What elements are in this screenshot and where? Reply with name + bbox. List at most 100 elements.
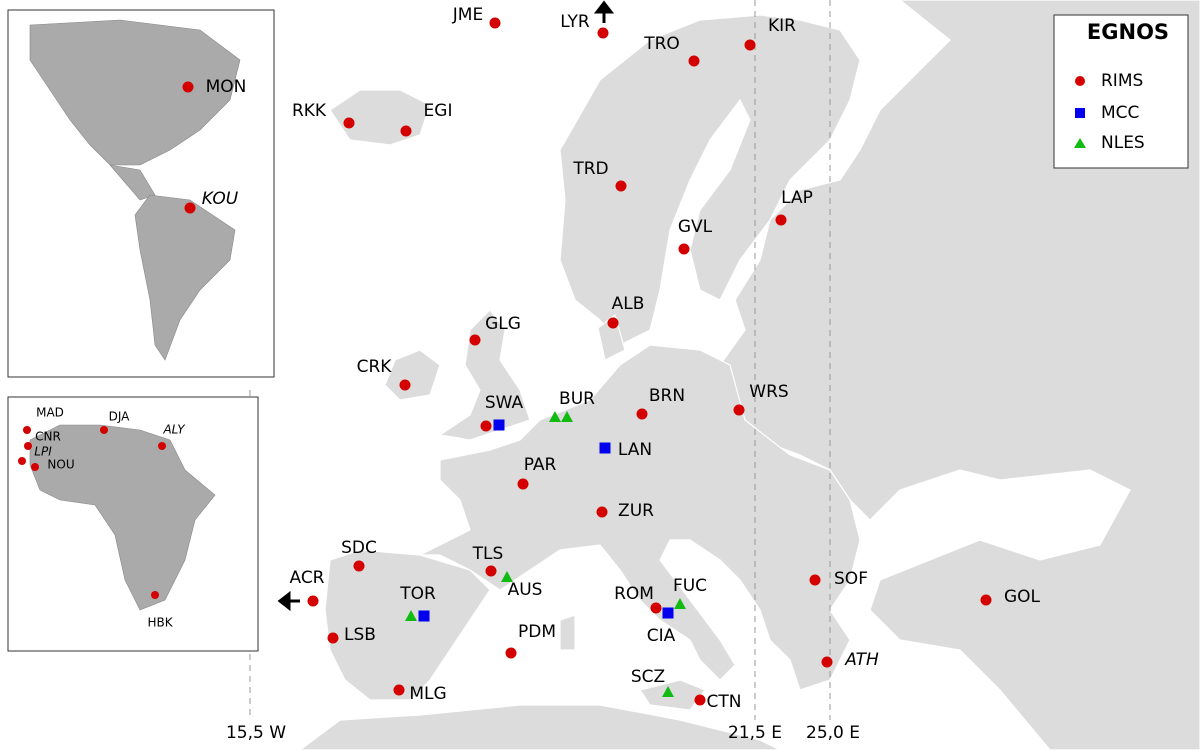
station-label: LYR: [560, 12, 590, 32]
station-label: AUS: [508, 580, 543, 600]
station-label: TOR: [399, 584, 436, 604]
nles-marker: [674, 598, 686, 609]
land: [299, 0, 1200, 750]
station-label: BUR: [559, 389, 595, 409]
rims-marker: [980, 594, 992, 606]
rims-marker: [596, 506, 608, 518]
station-label: EGI: [424, 101, 453, 121]
legend-label: NLES: [1101, 133, 1145, 153]
station-label: LAN: [618, 440, 652, 460]
station-label: BRN: [649, 386, 685, 406]
legend: EGNOS RIMS MCC NLES: [1053, 14, 1189, 169]
station-label: ROM: [614, 584, 654, 604]
meridian-label: 15,5 W: [226, 723, 286, 743]
rims-marker: [353, 560, 365, 572]
station-label: TRD: [572, 159, 608, 179]
rims-marker: [18, 457, 26, 465]
rims-marker: [775, 214, 787, 226]
rims-marker: [343, 117, 355, 129]
rims-marker: [607, 317, 619, 329]
station-label: LAP: [781, 188, 813, 208]
station-label: MLG: [409, 684, 446, 704]
meridian-label: 21,5 E: [728, 723, 782, 743]
station-label: ACR: [289, 568, 324, 588]
rims-marker: [400, 125, 412, 137]
rims-marker: [517, 478, 529, 490]
station-label: TRO: [643, 34, 680, 54]
nles-marker: [662, 686, 674, 697]
rims-marker: [678, 243, 690, 255]
nles-marker: [501, 571, 513, 582]
station-label: NOU: [47, 458, 74, 472]
rims-marker: [809, 574, 821, 586]
rims-marker: [158, 442, 166, 450]
americas-inset: [7, 9, 275, 652]
legend-label: RIMS: [1101, 71, 1143, 91]
legend-box: [1053, 14, 1189, 169]
station-label: CTN: [707, 692, 742, 712]
station-label: CNR: [35, 430, 61, 444]
rims-marker: [505, 647, 517, 659]
rims-marker: [182, 81, 194, 93]
rims-marker: [31, 463, 39, 471]
rims-marker: [821, 656, 833, 668]
station-label: GOL: [1004, 587, 1041, 607]
station-label: PAR: [524, 455, 557, 475]
rims-marker: [597, 27, 609, 39]
station-label: CIA: [647, 626, 676, 646]
legend-title: EGNOS: [1087, 20, 1169, 44]
station-label: LPI: [34, 445, 52, 459]
legend-label: MCC: [1101, 103, 1139, 123]
station-label: RKK: [292, 101, 327, 121]
mcc-marker: [418, 610, 430, 622]
nles-marker: [561, 411, 573, 422]
rims-marker: [489, 17, 501, 29]
rims-marker: [733, 404, 745, 416]
rims-marker: [23, 426, 31, 434]
rims-marker: [307, 595, 319, 607]
rims-marker: [744, 39, 756, 51]
rims-marker: [327, 632, 339, 644]
station-label: MON: [206, 77, 247, 97]
station-label: FUC: [673, 576, 707, 596]
rims-marker: [650, 602, 662, 614]
station-label: TLS: [472, 544, 504, 564]
mcc-marker: [493, 419, 505, 431]
station-label: ALY: [162, 423, 186, 437]
station-label: MAD: [36, 406, 64, 420]
station-label: SCZ: [631, 667, 665, 687]
station-label: SWA: [485, 393, 524, 413]
arrow: [593, 0, 615, 23]
rims-marker: [393, 684, 405, 696]
station-label: WRS: [749, 382, 788, 402]
station-label: PDM: [518, 622, 556, 642]
station-label: GVL: [678, 217, 713, 237]
mcc-marker: [599, 442, 611, 454]
station-label: SDC: [341, 538, 377, 558]
station-label: JME: [452, 5, 483, 25]
station-label: KIR: [768, 16, 796, 36]
rims-marker: [469, 334, 481, 346]
station-label: ALB: [612, 294, 645, 314]
legend-marker: [1074, 138, 1086, 148]
legend-marker: [1075, 76, 1085, 86]
meridian-label: 25,0 E: [806, 723, 860, 743]
rims-marker: [688, 55, 700, 67]
station-label: ZUR: [618, 501, 654, 521]
rims-marker: [184, 202, 196, 214]
rims-marker: [24, 442, 32, 450]
nles-marker: [405, 610, 417, 621]
station-label: SOF: [834, 569, 868, 589]
rims-marker: [615, 180, 627, 192]
station-label: LSB: [344, 625, 376, 645]
rims-marker: [694, 694, 706, 706]
mcc-marker: [662, 607, 674, 619]
station-label: DJA: [109, 410, 131, 424]
nles-marker: [549, 411, 561, 422]
rims-marker: [480, 420, 492, 432]
arrow: [277, 590, 300, 612]
rims-marker: [636, 408, 648, 420]
station-label: HBK: [147, 616, 173, 630]
station-label: ATH: [844, 650, 879, 670]
